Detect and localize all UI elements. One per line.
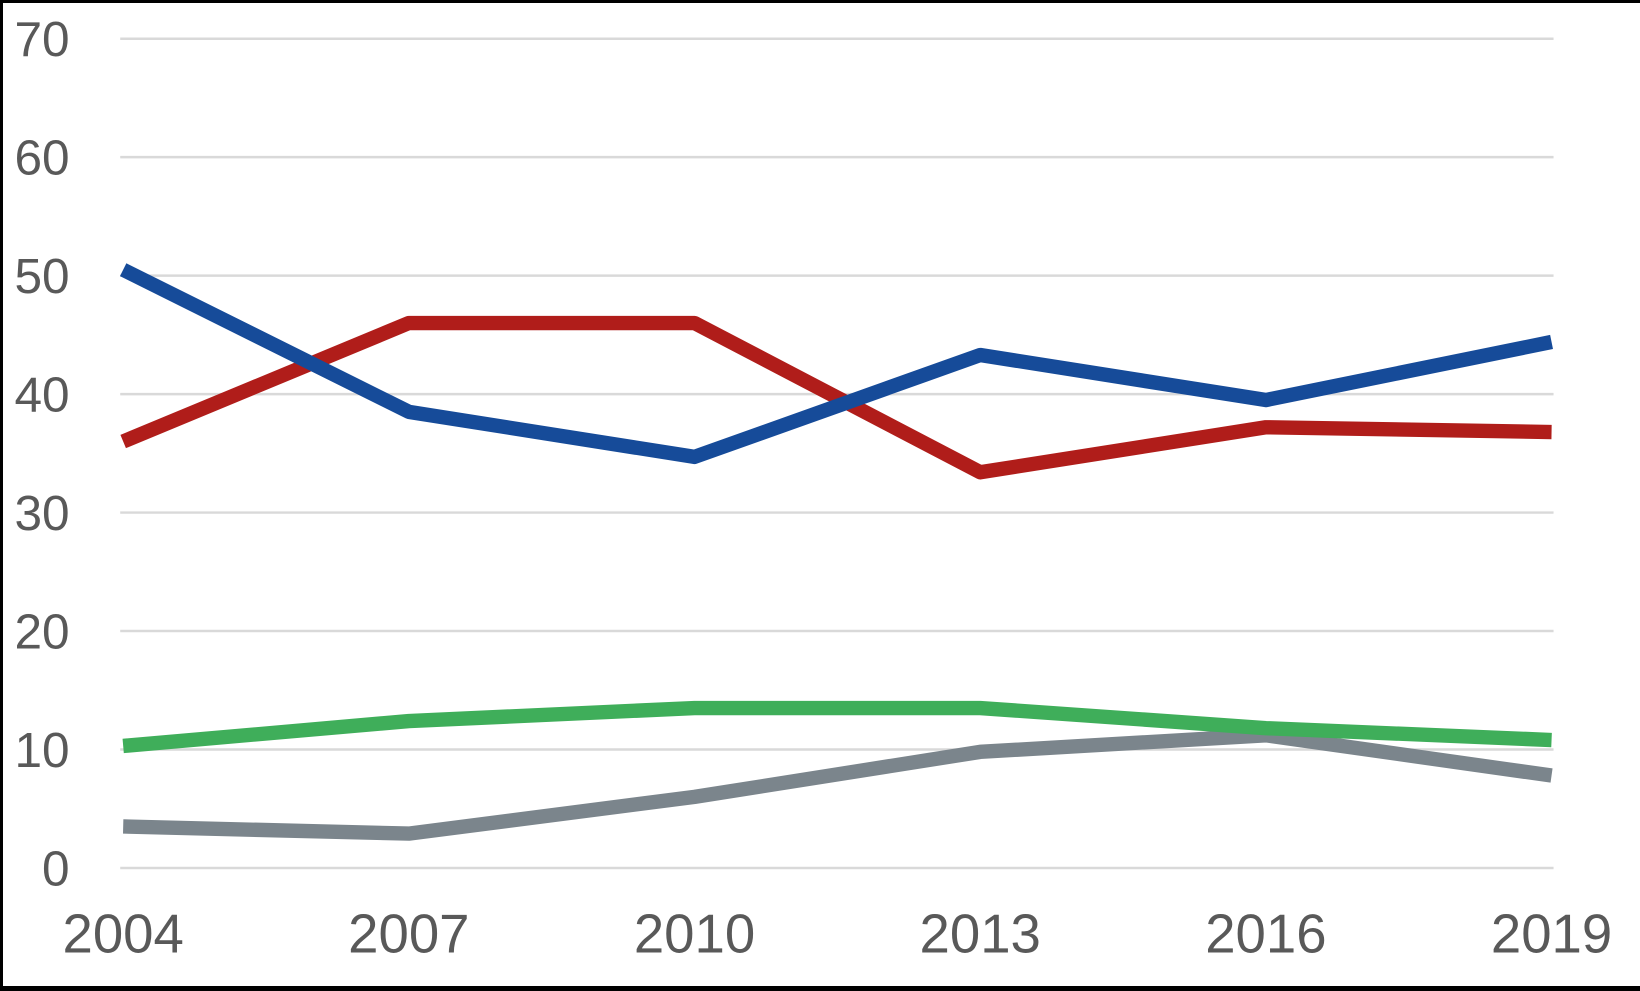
y-tick-label-70: 70 xyxy=(14,11,69,67)
x-tick-label-2019: 2019 xyxy=(1491,903,1612,964)
gray-series xyxy=(123,728,1553,841)
y-tick-label-60: 60 xyxy=(14,130,69,186)
y-tick-label-20: 20 xyxy=(14,603,69,659)
green-series xyxy=(122,700,1552,754)
line-chart: 0 10 20 30 40 50 60 70 2004 2007 2010 2013 2016 2019 xyxy=(14,11,1613,964)
x-tick-label-2010: 2010 xyxy=(634,903,755,964)
series-lines xyxy=(119,263,1553,841)
y-tick-label-30: 30 xyxy=(14,485,69,541)
dark-red-series xyxy=(120,315,1552,480)
x-tick-label-2016: 2016 xyxy=(1205,903,1326,964)
y-axis-tick-labels: 0 10 20 30 40 50 60 70 xyxy=(14,11,69,896)
y-tick-label-50: 50 xyxy=(14,248,69,304)
blue-series xyxy=(119,263,1553,465)
y-tick-label-0: 0 xyxy=(42,840,70,896)
x-axis-tick-labels: 2004 2007 2010 2013 2016 2019 xyxy=(63,903,1613,964)
x-tick-label-2013: 2013 xyxy=(920,903,1041,964)
y-tick-label-40: 40 xyxy=(14,366,69,422)
x-tick-label-2007: 2007 xyxy=(348,903,469,964)
x-tick-label-2004: 2004 xyxy=(63,903,184,964)
y-tick-label-10: 10 xyxy=(14,722,69,778)
